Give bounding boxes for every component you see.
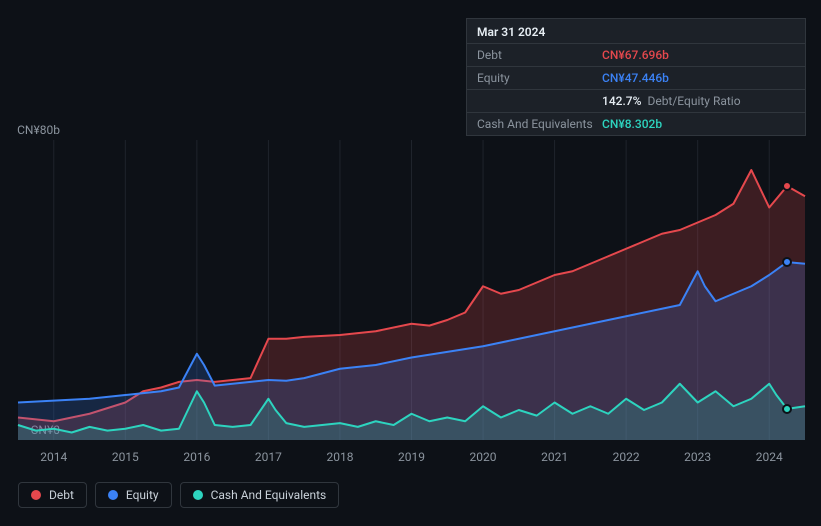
debt-marker — [782, 181, 792, 191]
debt-equity-chart: Mar 31 2024 DebtCN¥67.696bEquityCN¥47.44… — [0, 0, 821, 526]
tooltip-row-value: CN¥47.446b — [602, 71, 669, 85]
tooltip-row: DebtCN¥67.696b — [467, 44, 805, 67]
tooltip-row-label — [477, 94, 602, 108]
chart-legend: Debt Equity Cash And Equivalents — [18, 482, 339, 508]
tooltip-row-value: 142.7% — [602, 94, 641, 108]
tooltip-row-suffix: Debt/Equity Ratio — [647, 94, 740, 108]
legend-dot-icon — [193, 490, 203, 500]
tooltip-row-value: CN¥8.302b — [602, 117, 662, 131]
equity-marker — [782, 257, 792, 267]
legend-label: Debt — [49, 488, 74, 502]
legend-dot-icon — [108, 490, 118, 500]
tooltip-date: Mar 31 2024 — [467, 19, 805, 44]
legend-item[interactable]: Debt — [18, 482, 87, 508]
tooltip-row-label: Debt — [477, 48, 602, 62]
legend-item[interactable]: Cash And Equivalents — [180, 482, 340, 508]
tooltip-row-value: CN¥67.696b — [602, 48, 669, 62]
tooltip-row: 142.7% Debt/Equity Ratio — [467, 90, 805, 113]
tooltip-row: Cash And EquivalentsCN¥8.302b — [467, 113, 805, 135]
tooltip-row: EquityCN¥47.446b — [467, 67, 805, 90]
tooltip-row-label: Cash And Equivalents — [477, 117, 602, 131]
legend-item[interactable]: Equity — [95, 482, 172, 508]
cash-marker — [782, 404, 792, 414]
chart-tooltip: Mar 31 2024 DebtCN¥67.696bEquityCN¥47.44… — [466, 18, 806, 136]
legend-label: Equity — [126, 488, 159, 502]
legend-label: Cash And Equivalents — [211, 488, 327, 502]
tooltip-row-label: Equity — [477, 71, 602, 85]
legend-dot-icon — [31, 490, 41, 500]
